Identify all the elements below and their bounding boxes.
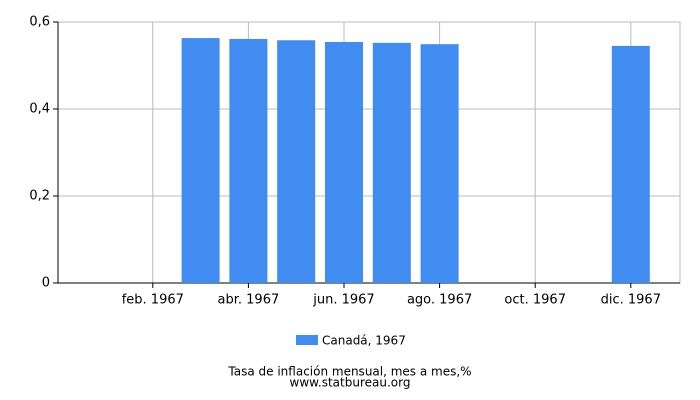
footer-title: Tasa de inflación mensual, mes a mes,% [227,365,471,379]
x-tick-label: feb. 1967 [122,293,184,308]
bar [325,42,363,284]
bar [181,38,220,283]
x-tick-label: abr. 1967 [218,293,280,308]
x-tick-label: dic. 1967 [601,293,661,308]
x-tick-label: ago. 1967 [407,293,472,308]
y-tick-label: 0,6 [29,15,50,30]
y-tick-label: 0,2 [29,189,50,204]
y-tick-label: 0 [42,276,50,291]
bar [611,45,650,283]
bar [229,38,268,284]
plot-area [57,21,681,284]
footer-source: www.statbureau.org [290,376,411,390]
x-tick-label: jun. 1967 [312,293,374,308]
x-tick-label: oct. 1967 [504,293,566,308]
y-tick-label: 0,4 [29,102,50,117]
bar [420,44,459,284]
legend-label: Canadá, 1967 [322,334,406,348]
bar [277,40,316,283]
legend-swatch [296,335,318,345]
bar [372,42,411,283]
